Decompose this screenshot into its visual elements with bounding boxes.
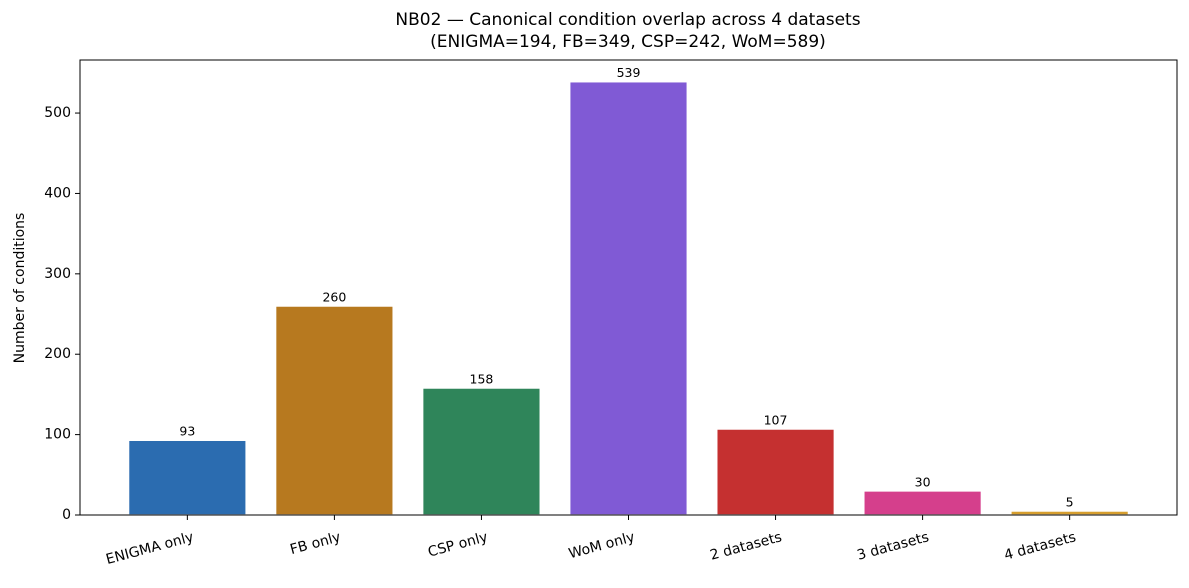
value-label: 158 [470, 371, 494, 386]
value-label: 107 [764, 412, 788, 427]
y-tick-label: 200 [44, 346, 71, 362]
bar [127, 439, 247, 516]
value-label: 260 [322, 289, 346, 304]
bar [1010, 510, 1130, 516]
plot-frame [79, 59, 1178, 516]
y-tick-label: 300 [44, 266, 71, 282]
value-label: 30 [915, 474, 931, 489]
chart-title: NB02 — Canonical condition overlap acros… [395, 10, 860, 30]
value-label: 5 [1066, 494, 1074, 509]
chart-subtitle: (ENIGMA=194, FB=349, CSP=242, WoM=589) [430, 32, 826, 52]
y-axis-label: Number of conditions [12, 213, 28, 364]
y-tick-label: 500 [44, 105, 71, 121]
bar [274, 305, 394, 516]
bar [568, 80, 689, 516]
y-tick-label: 400 [44, 185, 71, 201]
bar [421, 387, 542, 516]
value-label: 93 [179, 424, 195, 439]
value-label: 539 [617, 65, 641, 80]
bar [715, 428, 836, 516]
bar [863, 490, 983, 516]
y-tick-label: 0 [62, 507, 71, 523]
y-tick-label: 100 [44, 427, 71, 443]
